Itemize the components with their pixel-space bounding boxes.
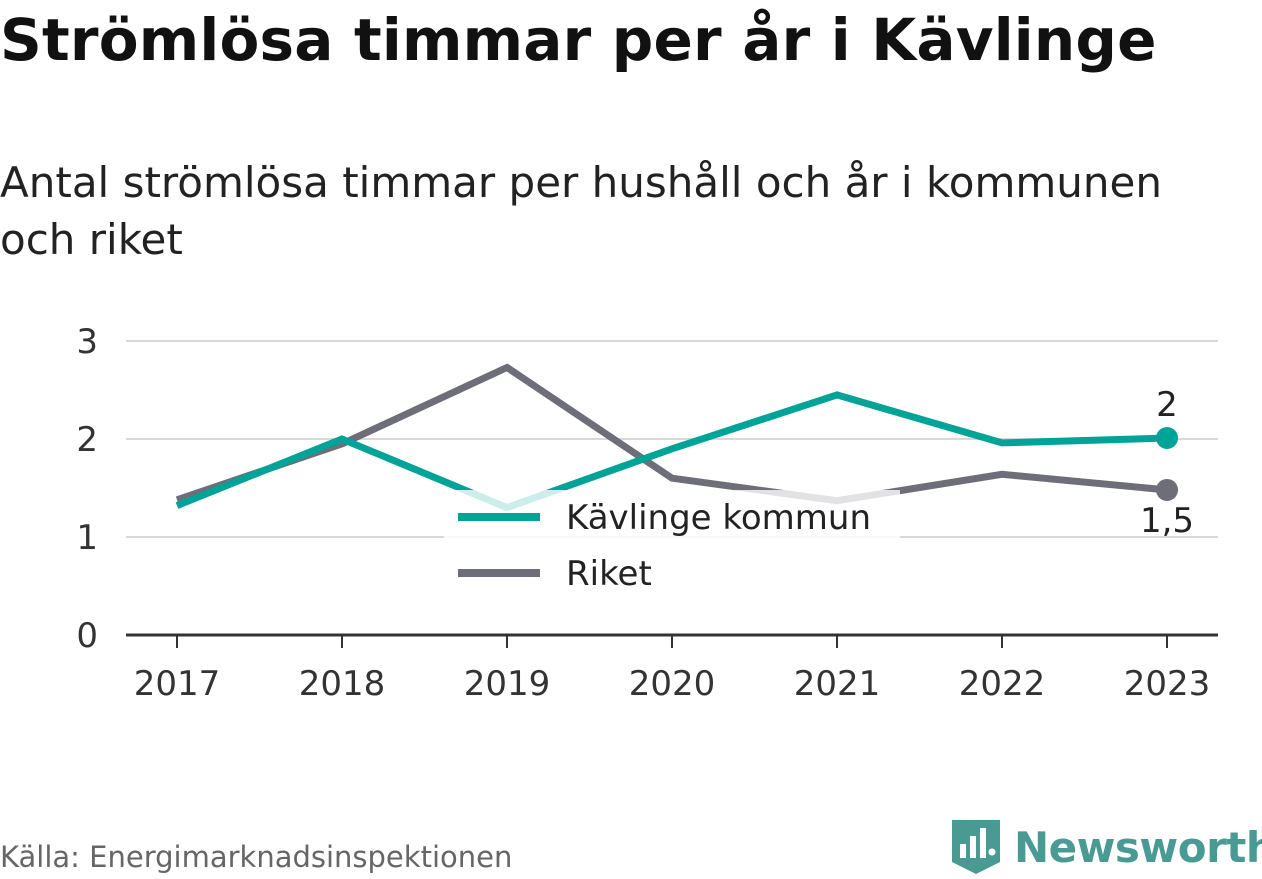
x-tick-label: 2018 [299,664,386,704]
series-lines [175,363,1168,512]
legend: Kävlinge kommun Riket [444,490,900,602]
end-point-kavlinge [1156,427,1178,450]
brand-name: Newsworthy [1014,822,1262,872]
y-tick-label: 1 [76,518,98,558]
y-tick-label: 2 [76,420,98,460]
series-line-riket [175,363,1168,505]
x-tick-label: 2022 [959,664,1046,704]
y-tick-label: 3 [76,322,98,362]
legend-label-riket: Riket [566,554,652,594]
legend-background [444,490,900,602]
x-tick-label: 2021 [794,664,881,704]
x-tick-label: 2023 [1124,664,1211,704]
chart-subtitle: Antal strömlösa timmar per hushåll och å… [0,158,1162,264]
x-tick-label: 2017 [134,664,221,704]
x-tick-label: 2020 [629,664,716,704]
brand-logo: Newsworthy [950,818,1262,876]
series-line-kavlinge [175,391,1168,512]
end-label-kavlinge: 2 [1156,385,1178,425]
end-points: 1,52 [1140,385,1194,541]
end-label-riket: 1,5 [1140,501,1194,541]
y-tick-label: 0 [76,616,98,656]
x-tick-label: 2019 [464,664,551,704]
newsworthy-logo-icon [952,820,1000,874]
x-axis-ticks: 2017 2018 2019 2020 2021 2022 2023 [134,635,1211,704]
legend-label-kavlinge: Kävlinge kommun [566,498,871,538]
chart-title: Strömlösa timmar per år i Kävlinge [0,6,1157,74]
y-axis-ticks: 0 1 2 3 [76,322,98,656]
end-point-riket [1156,478,1178,501]
source-note: Källa: Energimarknadsinspektionen [0,840,513,874]
